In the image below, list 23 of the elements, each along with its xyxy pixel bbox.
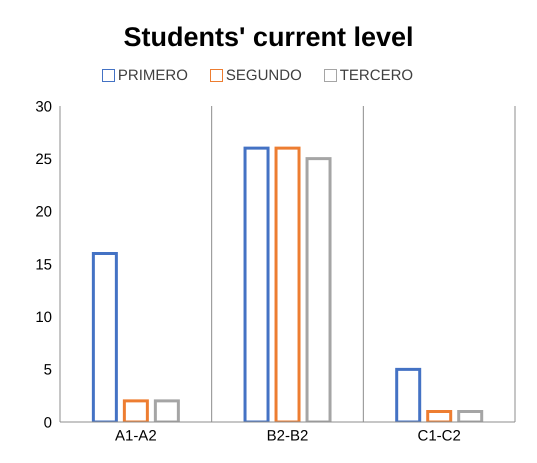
bar <box>395 368 422 422</box>
bar <box>274 146 301 422</box>
bar <box>306 157 332 422</box>
legend-label: SEGUNDO <box>224 67 302 84</box>
y-tick-label: 20 <box>35 204 52 221</box>
bar <box>92 252 118 422</box>
bar <box>154 399 180 422</box>
y-tick-label: 10 <box>35 308 52 326</box>
chart-title: Students' current level <box>122 21 414 54</box>
bar <box>426 410 452 422</box>
y-tick-label: 30 <box>35 98 52 116</box>
legend-label: PRIMERO <box>116 67 188 84</box>
y-tick-label: 25 <box>35 150 52 168</box>
y-tick-label: 15 <box>35 256 52 274</box>
x-tick-label: C1-C2 <box>417 428 461 445</box>
y-tick-label: 0 <box>44 414 52 432</box>
y-tick-label: 5 <box>44 362 52 379</box>
bar <box>122 399 149 422</box>
x-tick-label: B2-B2 <box>266 428 308 445</box>
bar <box>244 146 270 422</box>
legend-label: TERCERO <box>338 67 414 84</box>
x-tick-label: A1-A2 <box>114 428 157 445</box>
bar <box>457 410 484 422</box>
